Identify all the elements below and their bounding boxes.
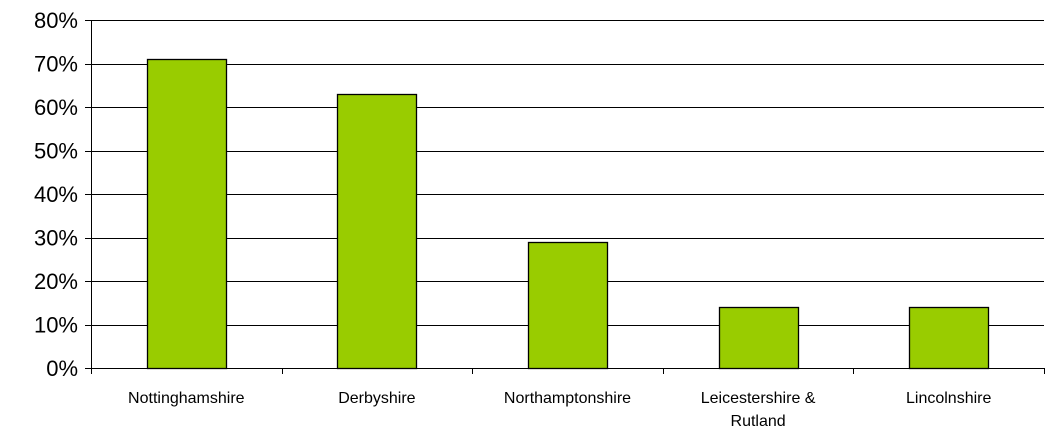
gridlines (91, 20, 1044, 326)
y-tick-label: 30% (34, 226, 78, 251)
y-tick-label: 0% (46, 356, 78, 381)
y-tick-label: 60% (34, 95, 78, 120)
bar-2 (527, 241, 609, 370)
bar-1 (336, 93, 418, 370)
x-tick-label: Lincolnshire (906, 390, 991, 407)
y-tick-label: 40% (34, 182, 78, 207)
x-tick-label: Nottinghamshire (128, 390, 245, 407)
bar-3 (718, 306, 800, 370)
bars (146, 58, 990, 370)
x-tick-label: Derbyshire (338, 390, 415, 407)
x-tick-label: Northamptonshire (504, 390, 631, 407)
bar-4 (908, 306, 990, 370)
x-tick-labels: Nottinghamshire Derbyshire Northamptonshir… (128, 390, 991, 430)
bar-0 (146, 58, 228, 370)
y-tick-label: 10% (34, 313, 78, 338)
y-tick-label: 70% (34, 52, 78, 77)
y-tick-label: 80% (34, 8, 78, 33)
y-tick-labels: 0% 10% 20% 30% 40% 50% 60% 70% 80% (34, 8, 78, 381)
axes (85, 20, 1045, 374)
y-tick-label: 20% (34, 269, 78, 294)
y-tick-label: 50% (34, 139, 78, 164)
x-tick-label: Leicestershire & Rutland (701, 390, 816, 430)
